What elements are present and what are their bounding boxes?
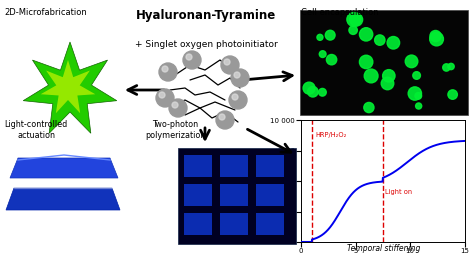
Circle shape — [364, 102, 374, 113]
Circle shape — [221, 56, 239, 74]
Circle shape — [443, 64, 450, 71]
Circle shape — [405, 55, 418, 68]
Circle shape — [325, 30, 335, 40]
Circle shape — [231, 69, 249, 87]
Circle shape — [415, 93, 421, 99]
Circle shape — [448, 90, 457, 99]
Circle shape — [448, 63, 454, 70]
FancyBboxPatch shape — [256, 213, 284, 235]
Circle shape — [159, 92, 165, 98]
FancyBboxPatch shape — [300, 10, 468, 115]
Circle shape — [350, 13, 363, 26]
Circle shape — [381, 77, 394, 90]
Circle shape — [319, 51, 326, 58]
Circle shape — [162, 66, 168, 72]
FancyBboxPatch shape — [184, 213, 212, 235]
Circle shape — [183, 51, 201, 69]
X-axis label: Time (min): Time (min) — [362, 255, 403, 256]
Text: Hyaluronan-Tyramine: Hyaluronan-Tyramine — [136, 9, 276, 22]
Text: HRP/H₂O₂: HRP/H₂O₂ — [315, 132, 346, 138]
Polygon shape — [6, 188, 120, 210]
Circle shape — [172, 102, 178, 108]
Circle shape — [156, 89, 174, 107]
Circle shape — [219, 114, 225, 120]
Circle shape — [364, 69, 378, 83]
Circle shape — [408, 87, 421, 100]
Circle shape — [347, 13, 361, 26]
FancyBboxPatch shape — [220, 184, 248, 206]
Circle shape — [232, 94, 238, 100]
Polygon shape — [41, 60, 95, 113]
Circle shape — [216, 111, 234, 129]
Circle shape — [413, 72, 420, 79]
Circle shape — [308, 87, 318, 97]
Circle shape — [169, 99, 187, 117]
FancyBboxPatch shape — [220, 213, 248, 235]
Circle shape — [319, 88, 326, 96]
Circle shape — [224, 59, 230, 65]
Circle shape — [430, 30, 441, 42]
Text: Two-photon
polymerization: Two-photon polymerization — [145, 120, 206, 140]
Circle shape — [416, 103, 422, 109]
Text: Temporal stiffening: Temporal stiffening — [347, 244, 420, 253]
Circle shape — [359, 55, 373, 69]
FancyBboxPatch shape — [256, 184, 284, 206]
Circle shape — [303, 82, 315, 94]
FancyBboxPatch shape — [256, 155, 284, 177]
Text: 2D-Microfabrication: 2D-Microfabrication — [5, 8, 88, 17]
Text: Cell encapsulation: Cell encapsulation — [301, 8, 379, 17]
Text: Light on: Light on — [385, 189, 412, 195]
Y-axis label: G’ (Pa): G’ (Pa) — [260, 168, 269, 194]
Circle shape — [387, 37, 400, 49]
Text: Light-controlled
actuation: Light-controlled actuation — [5, 120, 68, 140]
Circle shape — [159, 63, 177, 81]
Circle shape — [430, 32, 444, 46]
Circle shape — [317, 34, 323, 40]
Circle shape — [229, 91, 247, 109]
FancyBboxPatch shape — [220, 155, 248, 177]
FancyBboxPatch shape — [178, 148, 296, 244]
Circle shape — [234, 72, 240, 78]
Circle shape — [349, 26, 357, 34]
Text: + Singlet oxygen photoinitiator: + Singlet oxygen photoinitiator — [135, 40, 278, 49]
Circle shape — [374, 35, 385, 45]
Circle shape — [327, 55, 337, 65]
FancyBboxPatch shape — [184, 184, 212, 206]
Circle shape — [359, 28, 373, 41]
Circle shape — [186, 54, 192, 60]
FancyBboxPatch shape — [184, 155, 212, 177]
Polygon shape — [23, 42, 117, 133]
Circle shape — [383, 70, 395, 82]
Polygon shape — [10, 158, 118, 178]
